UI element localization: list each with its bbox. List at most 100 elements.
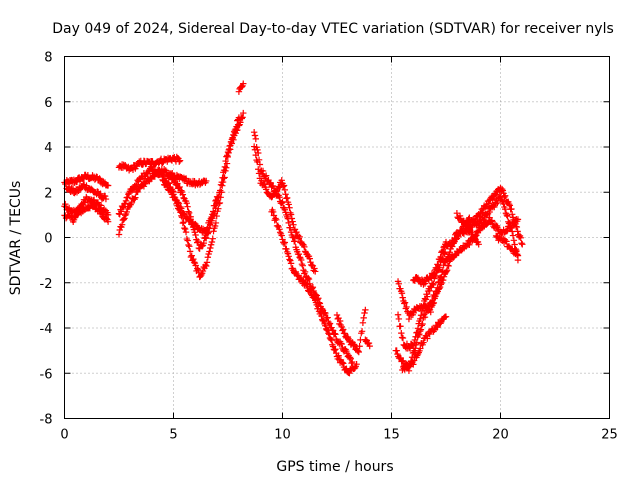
data-point [514,216,522,223]
data-point [421,313,429,321]
data-point [175,200,183,207]
data-point [469,228,476,236]
data-point [282,191,289,198]
data-point [401,299,409,306]
data-point [456,212,464,220]
data-point [281,186,289,194]
data-point [514,228,521,235]
x-tick-label: 25 [601,428,618,443]
data-point [429,281,436,289]
data-point [301,268,309,276]
data-point [290,221,297,228]
data-point [262,186,270,193]
data-point [311,265,318,272]
data-point [225,149,232,157]
data-point [395,315,403,323]
data-point [509,228,516,235]
data-point [101,192,109,200]
data-point [508,211,516,218]
data-point [215,200,223,207]
data-point [238,83,246,91]
data-point [304,274,312,282]
data-point [213,193,221,200]
data-point [399,294,406,301]
data-point [120,216,127,223]
data-point [293,228,300,236]
data-point [194,237,202,245]
data-point [303,281,310,289]
data-point [210,228,217,235]
data-point [511,241,518,248]
data-point [212,197,219,205]
data-point [184,237,191,244]
y-tick-label: -2 [40,277,53,292]
data-point [206,248,213,255]
data-point [273,216,280,224]
data-point [437,253,444,261]
data-point [439,249,447,256]
data-point [208,238,216,246]
data-point [128,199,135,207]
data-point [215,205,222,212]
data-point [501,192,509,199]
data-point [188,252,195,259]
data-point [332,331,339,338]
data-point [414,325,422,332]
data-point [298,260,306,268]
data-point [401,300,408,307]
data-point [278,199,285,207]
data-point [438,247,446,255]
data-point [194,239,201,246]
data-point [221,174,228,181]
data-point [505,200,513,208]
data-point [219,178,227,186]
data-point [240,80,247,87]
data-point [132,194,139,201]
data-point [231,126,239,134]
data-point [290,234,297,241]
data-point [194,265,201,272]
data-point [192,231,199,239]
data-point [443,267,451,274]
data-point [442,238,450,246]
data-point [463,220,471,227]
data-point [179,191,187,198]
data-point [254,158,261,166]
data-point [434,324,441,331]
data-point [207,244,214,252]
data-point [212,219,220,227]
data-point [437,281,445,288]
data-point [170,191,177,198]
data-point [283,245,290,253]
data-point [227,138,235,146]
data-point [349,358,356,366]
data-point [174,180,181,187]
data-point [286,256,293,263]
data-point [299,262,306,269]
data-point [213,196,220,204]
data-point [430,280,437,287]
data-point [439,276,447,284]
data-point [514,252,522,259]
data-point [211,222,219,230]
data-point [278,177,285,184]
axis-ticks: 0 5 10 15 20 25 -8 -6 -4 -2 0 2 4 6 8 [40,51,618,443]
data-point [341,330,348,337]
data-point [163,181,170,188]
data-point [398,290,406,297]
data-point [518,240,525,247]
data-point [209,211,216,218]
data-point [399,334,407,342]
data-point [176,183,183,191]
chart-title: Day 049 of 2024, Sidereal Day-to-day VTE… [52,21,614,37]
data-point [498,185,506,193]
data-point [443,268,450,275]
data-point [235,88,243,95]
data-point [424,335,431,342]
x-axis-label: GPS time / hours [276,459,393,475]
data-point [339,359,346,366]
data-point [322,322,329,329]
data-point [287,257,294,264]
data-point [494,199,501,207]
data-point [211,202,218,209]
